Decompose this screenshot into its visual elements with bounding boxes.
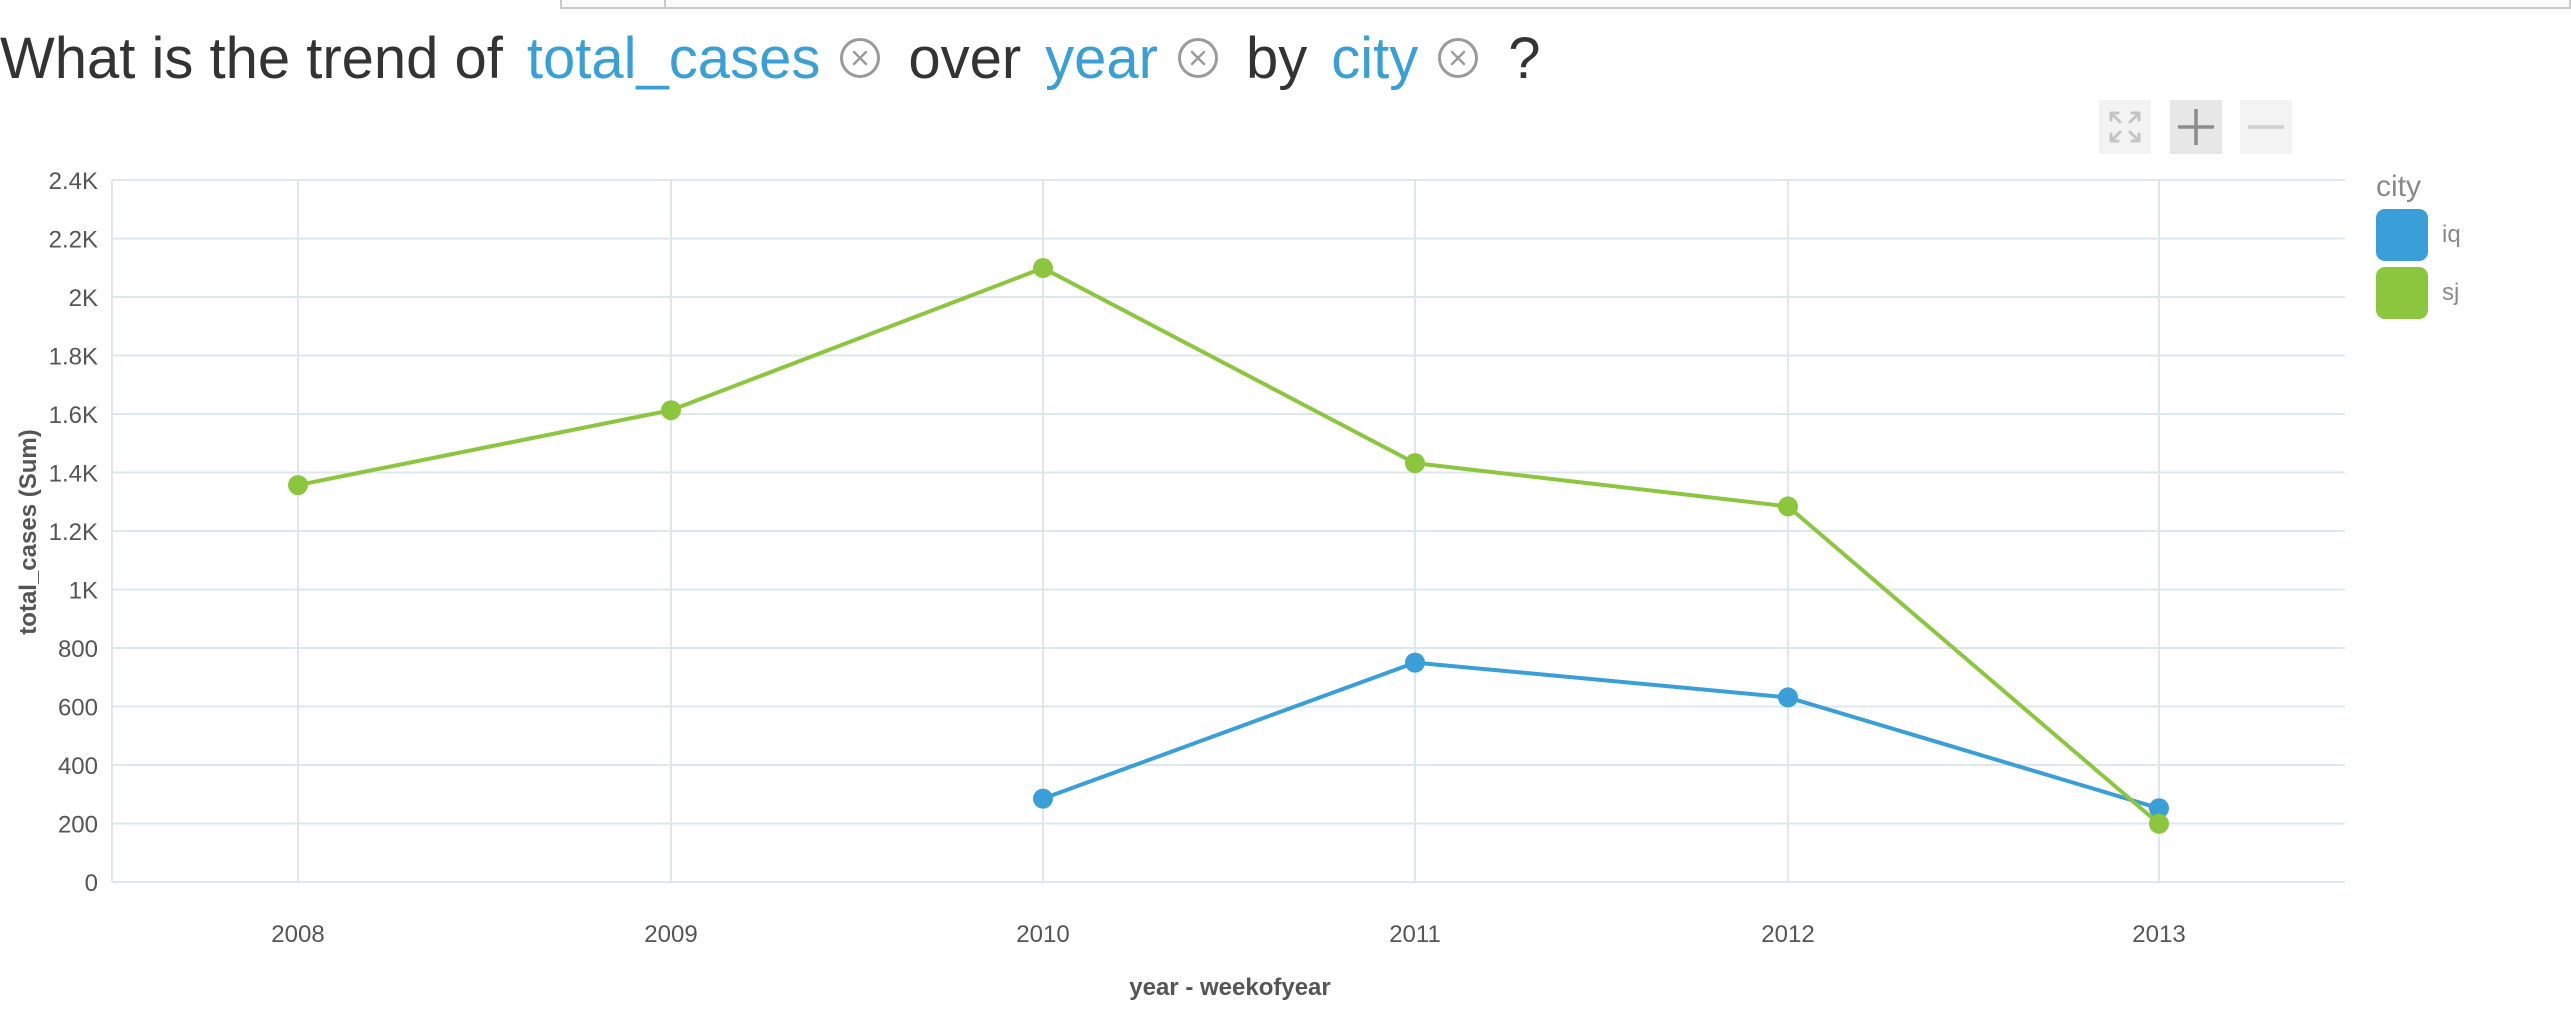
question-by-word: by [1245,25,1308,91]
data-point-sj[interactable] [661,400,681,421]
y-tick-label: 2.2K [49,227,98,254]
zoom-fit-button[interactable] [2099,100,2151,154]
series-line-iq [1042,660,2160,811]
remove-group-button[interactable] [1438,38,1479,78]
y-tick-label: 400 [58,753,98,780]
y-tick-label: 200 [58,812,98,839]
x-tick-label: 2011 [1389,921,1441,948]
y-tick-label: 600 [58,695,98,722]
group-token[interactable]: city [1331,25,1419,91]
close-icon [853,50,868,66]
plus-icon [2178,109,2214,145]
data-point-sj[interactable] [2149,813,2169,834]
x-axis-title: year - weekofyear [1129,974,1330,1001]
top-bar-divider [664,0,666,8]
remove-dimension-button[interactable] [1177,38,1218,78]
y-tick-label: 1.8K [49,344,98,371]
y-tick-label: 1.2K [49,519,98,546]
legend-item-sj[interactable]: sj [2376,264,2461,322]
data-point-sj[interactable] [288,475,308,496]
y-tick-label: 1.6K [49,402,98,429]
legend-swatch-iq [2376,209,2428,261]
close-icon [1190,50,1206,66]
legend-label-sj: sj [2442,279,2460,306]
minus-icon [2248,125,2284,129]
series-line-sj [297,266,2161,826]
data-point-iq[interactable] [1778,687,1798,708]
close-icon [1451,50,1466,66]
dimension-token[interactable]: year [1045,25,1158,91]
fit-to-screen-icon [2109,111,2141,143]
legend-title: city [2376,170,2421,203]
question-bar: What is the trend of total_cases over ye… [0,18,1541,98]
question-prefix: What is the trend of [0,25,503,91]
legend-swatch-sj [2376,267,2428,319]
x-tick-label: 2010 [1016,921,1069,948]
x-tick-label: 2008 [271,921,324,948]
y-tick-label: 0 [85,870,98,897]
y-tick-label: 1.4K [49,461,98,488]
data-point-sj[interactable] [1405,453,1425,474]
x-tick-label: 2009 [644,921,697,948]
legend-label-iq: iq [2442,221,2461,248]
measure-token[interactable]: total_cases [526,25,821,91]
y-tick-label: 800 [58,636,98,663]
data-point-iq[interactable] [1033,788,1053,809]
data-point-iq[interactable] [1405,652,1425,673]
data-point-sj[interactable] [1778,496,1798,517]
y-tick-label: 1K [69,578,98,605]
question-over-word: over [908,25,1022,91]
data-point-iq[interactable] [2149,798,2169,819]
top-bar [560,0,2571,9]
y-tick-label: 2.4K [49,168,98,195]
x-tick-label: 2012 [1761,921,1814,948]
y-tick-label: 2K [69,285,98,312]
legend: city iq sj [2376,170,2461,322]
x-tick-label: 2013 [2132,921,2185,948]
legend-item-iq[interactable]: iq [2376,206,2461,264]
data-point-sj[interactable] [1033,258,1053,279]
y-axis-title: total_cases (Sum) [15,429,42,634]
remove-measure-button[interactable] [840,38,881,78]
zoom-in-button[interactable] [2170,100,2222,154]
zoom-out-button[interactable] [2240,100,2292,154]
question-mark: ? [1508,25,1541,91]
